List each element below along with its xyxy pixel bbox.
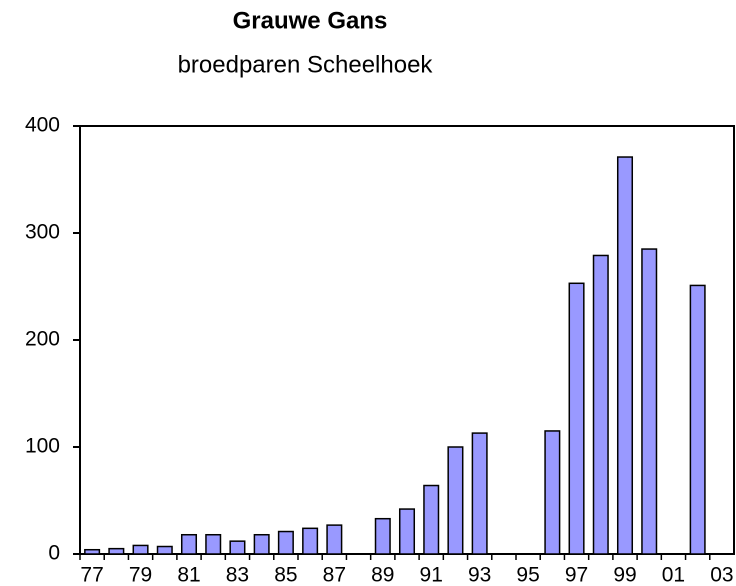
bar	[84, 548, 101, 555]
x-tick-label: 77	[80, 564, 103, 586]
x-tick-label: 91	[420, 564, 443, 586]
bar	[616, 156, 634, 555]
y-tick-label: 100	[25, 435, 60, 458]
bar	[471, 432, 488, 555]
bar	[302, 527, 319, 555]
bar	[132, 544, 149, 555]
bar	[398, 508, 416, 555]
x-tick-label: 79	[129, 564, 152, 586]
bar	[544, 430, 561, 555]
x-tick-label: 83	[226, 564, 249, 586]
bar	[689, 284, 706, 555]
x-tick-label: 03	[710, 564, 733, 586]
chart-title: Grauwe Gans	[233, 7, 388, 34]
bar	[156, 545, 173, 555]
bar	[447, 446, 464, 555]
bar	[423, 484, 440, 555]
chart-subtitle: broedparen Scheelhoek	[178, 51, 434, 78]
bar	[253, 533, 270, 555]
bar	[326, 524, 343, 555]
x-tick-label: 93	[468, 564, 491, 586]
x-tick-label: 97	[565, 564, 588, 586]
x-tick-label: 87	[323, 564, 346, 586]
y-tick-label: 300	[25, 221, 60, 244]
x-tick-label: 89	[371, 564, 394, 586]
bar	[180, 533, 198, 555]
x-tick-label: 85	[274, 564, 297, 586]
bar	[277, 530, 294, 555]
x-tick-label: 95	[516, 564, 539, 586]
y-tick-label: 200	[25, 328, 60, 351]
bar	[205, 533, 222, 555]
y-tick-label: 400	[25, 114, 60, 137]
y-tick-label: 0	[48, 542, 60, 565]
bar	[108, 547, 125, 555]
plot-frame	[79, 125, 735, 555]
bar	[641, 248, 658, 555]
bar	[374, 517, 391, 555]
bar	[229, 540, 246, 555]
bar	[592, 254, 609, 555]
bar	[568, 282, 585, 555]
x-tick-label: 81	[177, 564, 200, 586]
x-tick-label: 01	[662, 564, 685, 586]
x-tick-label: 99	[613, 564, 636, 586]
